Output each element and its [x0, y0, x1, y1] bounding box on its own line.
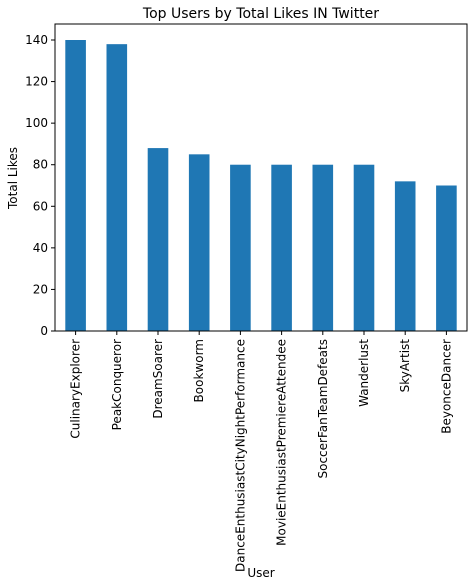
x-tick-label: SoccerFanTeamDefeats — [316, 339, 330, 479]
y-tick-label: 40 — [33, 241, 48, 255]
bar — [312, 164, 334, 331]
x-tick-label: SkyArtist — [398, 339, 412, 393]
x-tick-label: Wanderlust — [357, 339, 371, 407]
y-axis-label: Total Likes — [6, 147, 20, 210]
y-tick-label: 120 — [25, 75, 48, 89]
x-tick-label: DreamSoarer — [151, 339, 165, 419]
y-tick-label: 80 — [33, 158, 48, 172]
x-axis-label: User — [247, 566, 274, 580]
plot-frame — [54, 23, 468, 332]
bar — [436, 185, 457, 331]
x-tick-label: DanceEnthusiastCityNightPerformance — [233, 339, 247, 572]
y-tick-label: 20 — [33, 282, 48, 296]
bar — [353, 164, 375, 331]
bar — [147, 148, 169, 331]
x-tick-label: Bookworm — [192, 339, 206, 402]
chart-title: Top Users by Total Likes IN Twitter — [142, 6, 379, 22]
y-tick-label: 60 — [33, 199, 48, 213]
bar — [230, 164, 251, 331]
x-tick-label: MovieEnthusiastPremiereAttendee — [275, 339, 289, 546]
bar — [188, 154, 210, 331]
bar — [271, 164, 292, 331]
x-tick-label: PeakConqueror — [110, 339, 124, 430]
y-tick-label: 100 — [25, 116, 48, 130]
bar — [106, 44, 128, 332]
y-tick-label: 0 — [40, 324, 48, 338]
y-tick-label: 140 — [25, 33, 48, 47]
bar — [65, 40, 86, 332]
x-tick-label: BeyonceDancer — [439, 339, 453, 434]
bar — [394, 181, 416, 331]
x-tick-label: CulinaryExplorer — [69, 339, 83, 439]
